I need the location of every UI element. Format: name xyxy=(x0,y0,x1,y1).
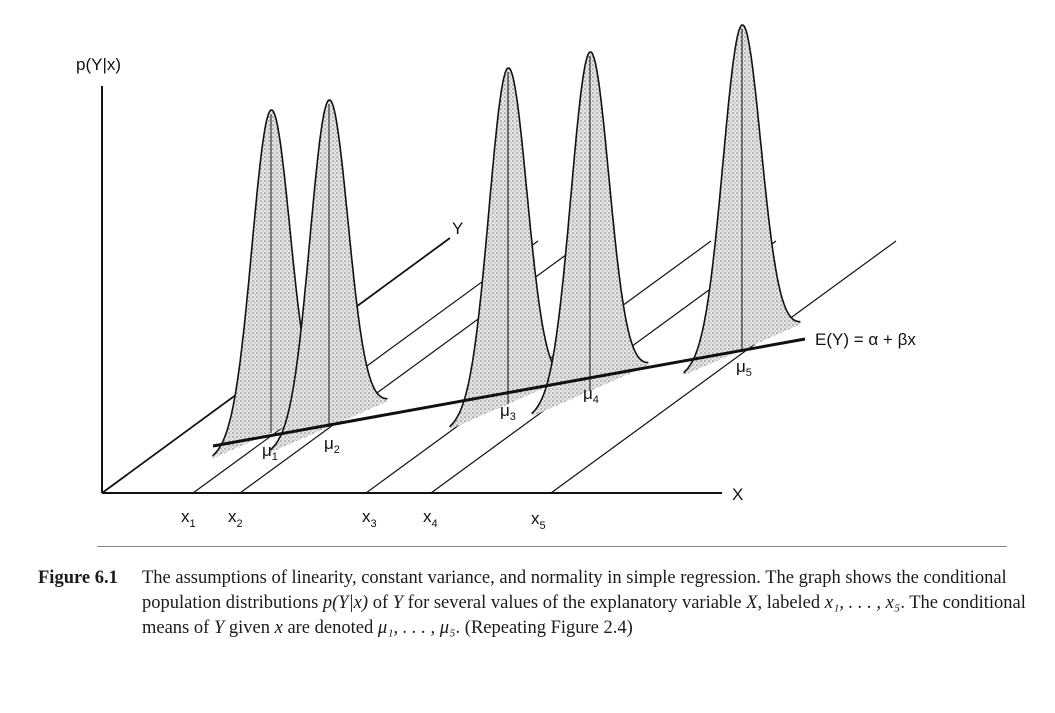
regression-equation-label: E(Y) = α + βx xyxy=(815,330,916,349)
caption-text-14: μ₁, . . . , μ₅ xyxy=(377,618,456,638)
caption-text-13: are denoted xyxy=(282,618,378,638)
density-curve-4 xyxy=(531,51,649,415)
mean-label-3: μ3 xyxy=(500,401,516,423)
density-curve-5 xyxy=(683,24,801,374)
y-axis-label: p(Y|x) xyxy=(76,55,121,74)
caption-text-15: . (Repeating Figure 2.4) xyxy=(455,618,633,638)
mean-label-2: μ2 xyxy=(324,434,340,456)
x-tick-label-2: x2 xyxy=(228,507,243,530)
density-curve-2 xyxy=(270,99,388,451)
caption-text-1: The assumptions of linearity, constant v… xyxy=(142,568,1007,613)
caption-text-7: , labeled xyxy=(757,593,825,613)
x-axis-label: X xyxy=(732,485,743,504)
caption-text-4: Y xyxy=(392,593,404,613)
caption-divider xyxy=(97,546,1007,547)
x-tick-label-4: x4 xyxy=(423,507,438,530)
caption-text-11: given xyxy=(224,618,275,638)
caption-text-8: x₁, . . . , x₅ xyxy=(824,593,901,613)
caption-text-6: X xyxy=(746,593,758,613)
x-tick-label-1: x1 xyxy=(181,507,196,530)
regression-line xyxy=(212,337,806,448)
depth-line-5 xyxy=(550,240,897,494)
mean-label-5: μ5 xyxy=(736,357,752,379)
caption-label: Figure 6.1 xyxy=(38,568,118,588)
figure-caption: Figure 6.1 The assumptions of linearity,… xyxy=(38,566,1028,641)
density-curve-3 xyxy=(449,67,567,428)
regression-diagram: p(Y|x) X Y E(Y) = α + βx x1 x2 x3 x4 x5 μ1μ2… xyxy=(76,24,916,532)
caption-text-3: of xyxy=(368,593,393,613)
caption-text-12: x xyxy=(274,618,283,638)
caption-text-5: for several values of the explanatory va… xyxy=(403,593,747,613)
caption-text-9: . The conditional means of xyxy=(142,593,1026,638)
caption-text-10: Y xyxy=(213,618,225,638)
y-depth-axis-label: Y xyxy=(452,219,463,238)
x-tick-label-3: x3 xyxy=(362,507,377,530)
x-tick-label-5: x5 xyxy=(531,509,546,532)
caption-text-2: p(Y|x) xyxy=(322,593,369,613)
density-curves xyxy=(212,24,801,459)
caption-text: The assumptions of linearity, constant v… xyxy=(142,566,1028,641)
x-tick-labels: x1 x2 x3 x4 x5 xyxy=(181,507,546,532)
